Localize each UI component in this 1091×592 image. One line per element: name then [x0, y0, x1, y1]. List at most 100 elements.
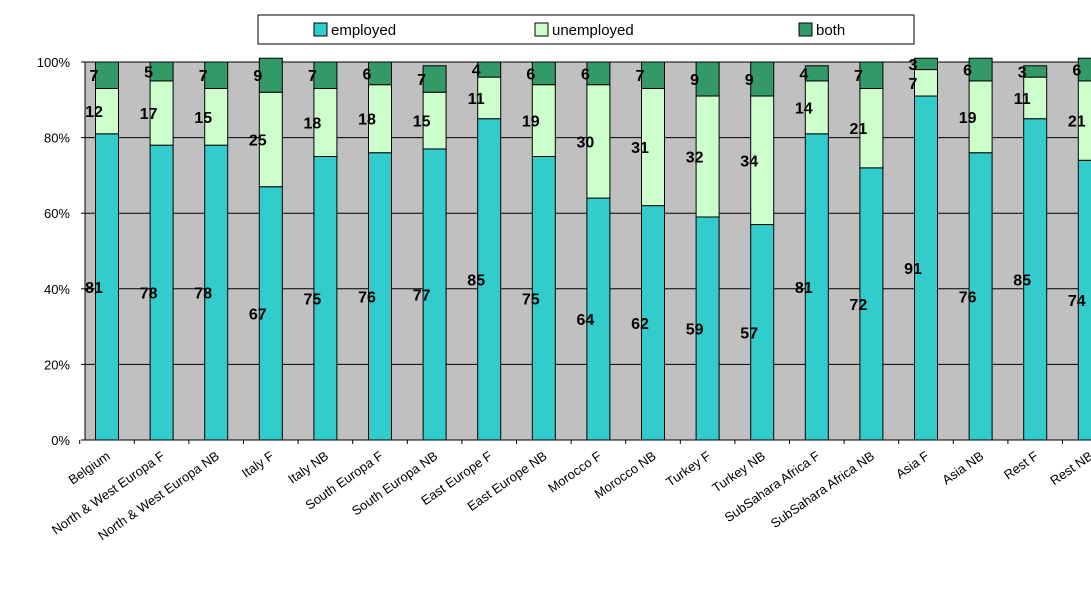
data-label-both: 4 — [799, 66, 808, 83]
data-label-both: 4 — [472, 63, 481, 80]
bar-segment-both — [95, 61, 119, 89]
legend: employed unemployed both — [257, 14, 915, 45]
data-label-employed: 64 — [577, 312, 595, 329]
y-tick-label: 0% — [51, 433, 70, 448]
data-label-both: 9 — [690, 72, 699, 89]
data-label-employed: 59 — [686, 321, 704, 338]
data-label-employed: 81 — [795, 280, 813, 297]
data-label-unemployed: 21 — [850, 121, 868, 138]
data-label-employed: 57 — [740, 325, 758, 342]
data-label-unemployed: 11 — [468, 91, 485, 108]
data-labels: 8112778175781576725975187761867715785114… — [85, 57, 1086, 342]
legend-label-both: both — [816, 22, 845, 39]
data-label-both: 7 — [199, 68, 208, 85]
bar-segment-both — [695, 61, 720, 97]
data-label-unemployed: 19 — [959, 110, 977, 127]
data-label-employed: 85 — [467, 272, 485, 289]
bar-segment-both — [586, 61, 611, 86]
data-label-both: 6 — [526, 66, 535, 83]
data-label-both: 6 — [363, 66, 372, 83]
data-label-both: 9 — [253, 68, 262, 85]
bar-segment-both — [1077, 57, 1091, 82]
legend-swatch-unemployed — [534, 22, 549, 37]
bar-segment-both — [149, 61, 174, 82]
data-label-unemployed: 15 — [194, 110, 212, 127]
data-label-employed: 76 — [358, 289, 376, 306]
y-tick-label: 40% — [44, 282, 70, 297]
data-label-both: 6 — [1072, 63, 1081, 80]
data-label-employed: 62 — [631, 316, 649, 333]
bar-segment-both — [531, 61, 556, 86]
data-label-unemployed: 18 — [304, 115, 322, 132]
x-category-label: Italy F — [239, 448, 277, 481]
legend-swatch-both — [798, 22, 813, 37]
data-label-employed: 67 — [249, 306, 267, 323]
data-label-both: 3 — [909, 57, 918, 74]
data-label-unemployed: 17 — [140, 106, 158, 123]
data-label-unemployed: 12 — [85, 104, 103, 121]
data-label-both: 7 — [308, 68, 317, 85]
data-label-unemployed: 21 — [1068, 114, 1086, 131]
data-label-employed: 77 — [413, 287, 431, 304]
bar-segment-both — [859, 61, 884, 89]
data-label-employed: 91 — [904, 261, 922, 278]
data-label-both: 6 — [963, 63, 972, 80]
bar-segment-both — [641, 61, 665, 89]
data-label-employed: 74 — [1068, 293, 1086, 310]
data-label-both: 7 — [417, 72, 426, 89]
data-label-unemployed: 15 — [413, 114, 431, 131]
data-label-both: 7 — [636, 68, 645, 85]
y-tick-label: 80% — [44, 131, 70, 146]
data-label-unemployed: 7 — [909, 76, 918, 93]
data-label-unemployed: 14 — [795, 100, 813, 117]
x-category-label: SubSahara Africa F — [722, 448, 823, 525]
data-label-unemployed: 18 — [358, 112, 376, 129]
legend-swatch-employed — [313, 22, 328, 37]
x-category-label: Asia F — [893, 448, 932, 481]
legend-label-unemployed: unemployed — [552, 22, 634, 39]
y-tick-label: 60% — [44, 206, 70, 221]
data-label-employed: 75 — [522, 291, 540, 308]
bar-segment-unemployed — [914, 69, 938, 97]
data-label-both: 9 — [745, 72, 754, 89]
data-label-employed: 81 — [85, 280, 103, 297]
bar-segment-both — [313, 61, 338, 89]
bar-segment-both — [968, 57, 993, 82]
data-label-unemployed: 11 — [1014, 91, 1031, 108]
data-label-employed: 75 — [304, 291, 322, 308]
x-category-label: Turkey F — [663, 448, 713, 489]
data-label-employed: 76 — [959, 289, 977, 306]
data-label-unemployed: 30 — [577, 134, 595, 151]
x-category-label: Belgium — [66, 448, 113, 487]
data-label-unemployed: 32 — [686, 150, 704, 167]
data-label-both: 5 — [144, 64, 153, 81]
data-label-unemployed: 25 — [249, 132, 267, 149]
bar-segment-both — [914, 57, 938, 71]
x-category-label: SubSahara Africa NB — [768, 448, 877, 531]
bar-segment-both — [258, 57, 283, 93]
bar-segment-both — [422, 65, 447, 93]
x-category-label: Morocco NB — [592, 448, 659, 501]
x-category-label: Italy NB — [285, 448, 331, 486]
y-tick-label: 100% — [37, 55, 71, 70]
y-tick-label: 20% — [44, 357, 70, 372]
legend-label-employed: employed — [331, 22, 396, 39]
x-category-label: Rest NB — [1047, 448, 1091, 488]
data-label-unemployed: 19 — [522, 114, 540, 131]
data-label-employed: 78 — [140, 286, 158, 303]
bar-segment-both — [804, 65, 829, 82]
x-category-label: Rest F — [1001, 448, 1041, 482]
bar-segment-both — [477, 61, 502, 78]
y-tick-labels: 0% 20% 40% 60% 80% 100% — [37, 55, 85, 448]
data-label-employed: 78 — [194, 286, 212, 303]
data-label-both: 7 — [854, 68, 863, 85]
data-label-unemployed: 34 — [740, 153, 758, 170]
data-label-employed: 72 — [850, 297, 868, 314]
data-label-employed: 85 — [1013, 272, 1031, 289]
data-label-both: 6 — [581, 66, 590, 83]
data-label-both: 7 — [90, 68, 99, 85]
bar-segment-both — [204, 61, 229, 89]
bar-segment-both — [1023, 65, 1048, 78]
